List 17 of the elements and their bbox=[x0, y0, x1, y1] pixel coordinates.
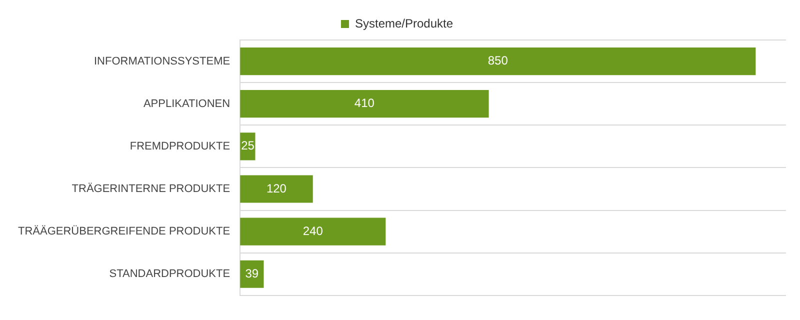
y-tick-label: TRÄÄGERÜBERGREIFENDE PRODUKTE bbox=[18, 224, 230, 238]
y-tick-label: TRÄGERINTERNE PRODUKTE bbox=[72, 182, 230, 196]
legend-label: Systeme/Produkte bbox=[354, 16, 454, 30]
data-label: 120 bbox=[266, 181, 287, 196]
bar bbox=[240, 47, 756, 76]
data-label: 410 bbox=[354, 96, 375, 110]
data-label: 240 bbox=[302, 224, 324, 238]
data-label: 39 bbox=[245, 266, 259, 280]
data-label: 850 bbox=[488, 54, 508, 68]
y-tick-label: INFORMATIONSSYSTEME bbox=[94, 55, 230, 68]
bar bbox=[240, 175, 313, 203]
y-tick-label: FREMDPRODUKTE bbox=[130, 140, 230, 152]
bar bbox=[240, 218, 386, 246]
y-tick-label: STANDARDPRODUKTE bbox=[109, 268, 230, 280]
y-tick-label: APPLIKATIONEN bbox=[143, 98, 230, 110]
bar bbox=[240, 90, 489, 118]
data-label: 25 bbox=[241, 138, 255, 153]
